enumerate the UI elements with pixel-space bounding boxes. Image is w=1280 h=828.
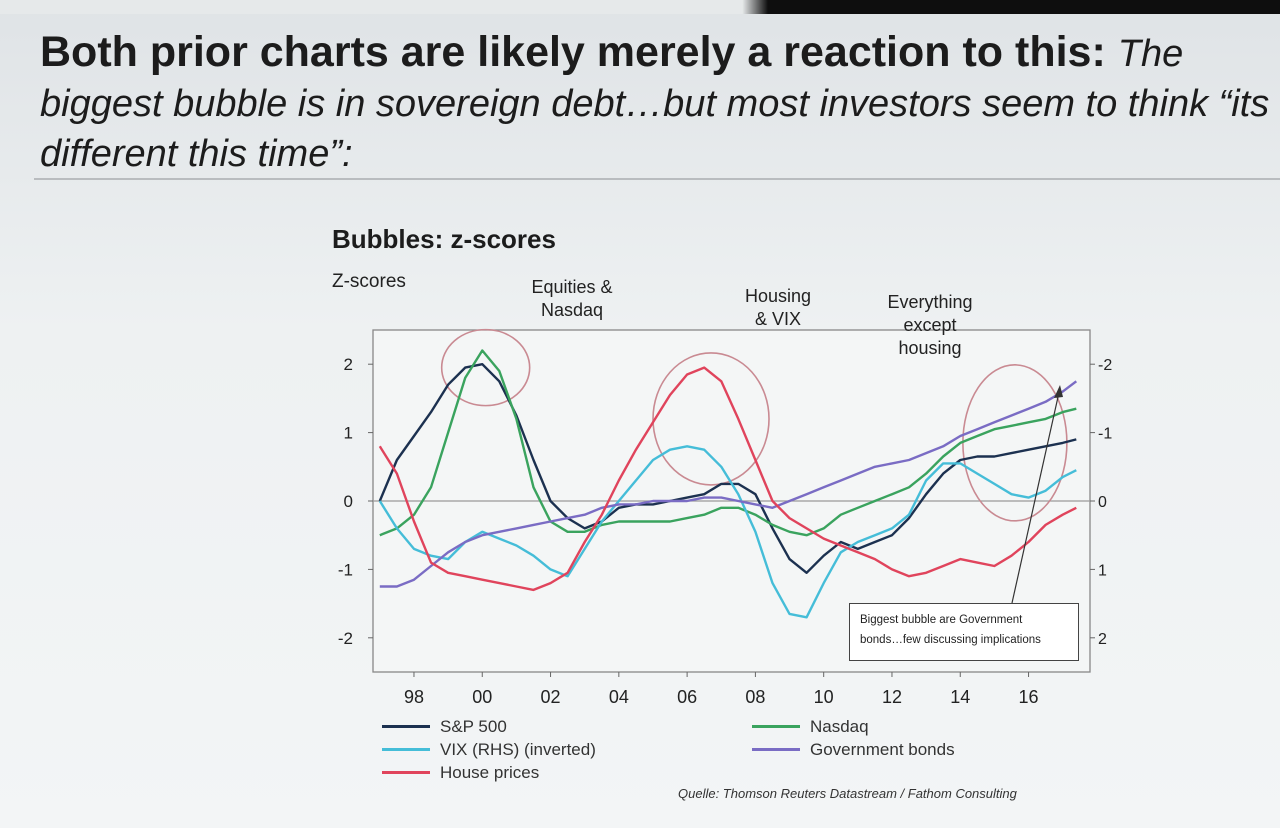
highlight-circle-equities — [440, 328, 531, 407]
annotation-equities: Equities & — [531, 277, 612, 297]
x-tick-label: 06 — [677, 687, 697, 707]
y2-tick-label: 2 — [1098, 631, 1107, 648]
headline-bold: Both prior charts are likely merely a re… — [40, 28, 1106, 76]
legend-item-government-bonds: Government bonds — [752, 738, 955, 761]
series-line-s-p-500 — [378, 363, 1077, 574]
y-tick-label: 2 — [344, 355, 353, 374]
y2-tick-label: 1 — [1098, 562, 1107, 579]
legend-item-vix: VIX (RHS) (inverted) — [382, 738, 596, 761]
chart-source: Quelle: Thomson Reuters Datastream / Fat… — [678, 786, 1017, 801]
legend-swatch — [752, 725, 800, 728]
x-tick-label: 00 — [472, 687, 492, 707]
y-tick-label: -1 — [338, 560, 353, 579]
legend-item-house-prices: House prices — [382, 761, 596, 784]
legend-left: S&P 500 VIX (RHS) (inverted) House price… — [382, 715, 596, 784]
annotation-housing: & VIX — [755, 309, 801, 329]
y-tick-label: 0 — [344, 492, 353, 511]
legend-label: VIX (RHS) (inverted) — [440, 739, 596, 759]
headline-rest: The biggest bubble is in sovereign debt…… — [40, 33, 1270, 175]
slide-header: Both prior charts are likely merely a re… — [40, 28, 1270, 178]
y-tick-label: -2 — [338, 629, 353, 648]
y2-tick-label: -1 — [1098, 426, 1112, 443]
series-line-vix-rhs-inverted — [378, 445, 1077, 619]
slide-headline: Both prior charts are likely merely a re… — [40, 28, 1270, 178]
annotation-everything: Everything — [887, 292, 972, 312]
x-tick-label: 08 — [745, 687, 765, 707]
y2-tick-label: 0 — [1098, 494, 1107, 511]
projector-top-edge — [0, 0, 1280, 14]
annotation-everything: housing — [898, 338, 961, 358]
legend-swatch — [382, 725, 430, 728]
series-line-nasdaq — [379, 349, 1077, 537]
header-divider — [34, 178, 1280, 180]
legend-item-nasdaq: Nasdaq — [752, 715, 955, 738]
x-tick-label: 98 — [404, 687, 424, 707]
annotation-equities: Nasdaq — [541, 300, 603, 320]
x-tick-label: 16 — [1019, 687, 1039, 707]
legend-right: Nasdaq Government bonds — [752, 715, 955, 761]
legend-swatch — [382, 771, 430, 774]
y-axis-label: Z-scores — [332, 271, 406, 292]
series-line-house-prices — [378, 366, 1077, 592]
legend-item-sp500: S&P 500 — [382, 715, 596, 738]
x-tick-label: 02 — [541, 687, 561, 707]
y2-tick-label: -2 — [1098, 357, 1112, 374]
callout-arrowhead — [1054, 385, 1063, 398]
legend-label: Government bonds — [810, 739, 955, 759]
x-tick-label: 12 — [882, 687, 902, 707]
highlight-circle-housing — [652, 352, 770, 486]
annotation-housing: Housing — [745, 286, 811, 306]
legend-swatch — [752, 748, 800, 751]
callout-pointer — [1011, 387, 1061, 604]
government-bonds-callout: Biggest bubble are Government bonds…few … — [849, 603, 1079, 661]
x-tick-label: 04 — [609, 687, 629, 707]
chart-title: Bubbles: z-scores — [332, 224, 556, 254]
legend-label: House prices — [440, 762, 540, 782]
series-line-government-bonds — [379, 380, 1078, 588]
y-tick-label: 1 — [344, 424, 353, 443]
legend-swatch — [382, 748, 430, 751]
annotation-everything: except — [903, 315, 956, 335]
x-tick-label: 10 — [814, 687, 834, 707]
x-tick-label: 14 — [950, 687, 970, 707]
legend-label: Nasdaq — [810, 716, 869, 736]
legend-label: S&P 500 — [440, 716, 507, 736]
